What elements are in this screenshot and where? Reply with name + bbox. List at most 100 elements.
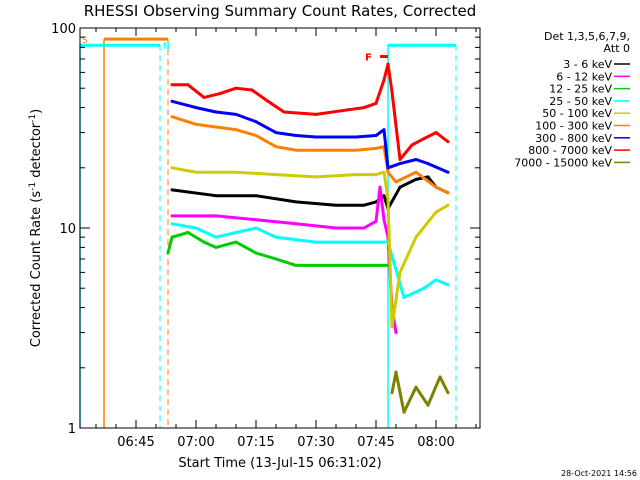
y-tick-label: 1 [68, 422, 76, 437]
series-line-1 [171, 175, 449, 211]
series-point-6 [170, 115, 174, 119]
series-point-6 [274, 145, 278, 149]
series-point-7 [382, 128, 386, 132]
y-axis-label: Corrected Count Rate (s-1 detector-1) [28, 109, 44, 347]
x-tick-label: 07:15 [237, 435, 274, 450]
y-axis-label-c: ) [29, 109, 44, 114]
series-layer [166, 62, 450, 414]
series-point-1 [214, 194, 218, 198]
series-point-7 [254, 120, 258, 124]
series-point-8 [314, 112, 318, 116]
series-point-4 [254, 226, 258, 230]
series-point-3 [166, 251, 170, 255]
series-point-6 [234, 128, 238, 132]
series-point-5 [398, 270, 402, 274]
series-point-4 [434, 278, 438, 282]
series-point-7 [314, 135, 318, 139]
series-point-7 [426, 162, 430, 166]
x-axis: 06:45 07:00 07:15 07:30 07:45 08:00 [95, 28, 477, 450]
series-point-5 [354, 173, 358, 177]
series-point-8 [346, 108, 350, 112]
series-point-4 [422, 286, 426, 290]
y-axis-label-a: Corrected Count Rate (s [29, 191, 44, 348]
series-point-8 [218, 92, 222, 96]
series-line-7 [171, 99, 449, 174]
series-line-6 [171, 115, 449, 195]
legend-label-5: 50 - 100 keV [542, 107, 612, 120]
series-point-6 [254, 134, 258, 138]
legend-label-4: 25 - 50 keV [549, 95, 612, 108]
series-point-7 [446, 170, 450, 174]
series-point-3 [234, 240, 238, 244]
series-point-2 [362, 226, 366, 230]
series-point-4 [194, 226, 198, 230]
legend-label-7: 300 - 800 keV [535, 132, 612, 145]
series-point-5 [194, 170, 198, 174]
series-point-6 [214, 125, 218, 129]
legend-label-8: 800 - 7000 keV [528, 144, 612, 157]
series-point-6 [354, 148, 358, 152]
series-point-8 [170, 83, 174, 87]
series-point-2 [378, 185, 382, 189]
legend-label-3: 12 - 25 keV [549, 83, 612, 96]
series-line-4 [171, 222, 449, 299]
series-point-5 [386, 197, 390, 201]
legend-header-2: Att 0 [604, 42, 630, 55]
series-point-5 [234, 170, 238, 174]
y-axis-label-sup2: -1 [28, 114, 38, 123]
series-point-5 [314, 175, 318, 179]
series-line-5 [171, 166, 449, 329]
series-point-6 [374, 146, 378, 150]
legend-header-1: Det 1,3,5,6,7,9, [544, 30, 630, 43]
y-axis-label-sup1: -1 [28, 182, 38, 191]
series-point-1 [414, 177, 418, 181]
series-point-7 [170, 99, 174, 103]
series-point-6 [314, 148, 318, 152]
series-point-3 [294, 263, 298, 267]
series-point-6 [434, 185, 438, 189]
chart-title: RHESSI Observing Summary Count Rates, Co… [84, 2, 477, 20]
series-point-8 [202, 95, 206, 99]
series-line-8 [172, 62, 449, 161]
series-point-3 [214, 245, 218, 249]
series-point-7 [374, 134, 378, 138]
legend-label-2: 6 - 12 keV [556, 70, 612, 83]
series-line-2 [172, 185, 398, 333]
series-point-4 [374, 240, 378, 244]
series-point-4 [354, 240, 358, 244]
series-point-3 [254, 251, 258, 255]
series-point-5 [390, 325, 394, 329]
series-point-3 [186, 230, 190, 234]
series-point-2 [382, 218, 386, 222]
series-point-9 [390, 391, 394, 395]
series-point-5 [274, 173, 278, 177]
series-point-4 [214, 235, 218, 239]
series-point-8 [250, 88, 254, 92]
series-point-3 [334, 263, 338, 267]
series-point-9 [446, 391, 450, 395]
series-point-4 [314, 240, 318, 244]
x-axis-label: Start Time (13-Jul-15 06:31:02) [178, 456, 381, 471]
series-point-2 [214, 214, 218, 218]
series-point-6 [394, 180, 398, 184]
series-point-2 [294, 222, 298, 226]
x-tick-label: 07:30 [297, 435, 334, 450]
series-point-2 [254, 218, 258, 222]
series-point-9 [438, 375, 442, 379]
series-point-8 [410, 143, 414, 147]
series-point-5 [434, 210, 438, 214]
x-tick-label: 07:00 [177, 435, 214, 450]
legend-label-6: 100 - 300 keV [535, 120, 612, 133]
series-point-7 [214, 110, 218, 114]
series-point-6 [446, 191, 450, 195]
x-tick-label: 08:00 [417, 435, 454, 450]
series-point-8 [382, 78, 386, 82]
series-point-9 [414, 385, 418, 389]
series-point-7 [398, 162, 402, 166]
series-point-3 [202, 240, 206, 244]
series-point-6 [414, 170, 418, 174]
series-point-8 [390, 90, 394, 94]
legend-label-9: 7000 - 15000 keV [514, 156, 612, 169]
